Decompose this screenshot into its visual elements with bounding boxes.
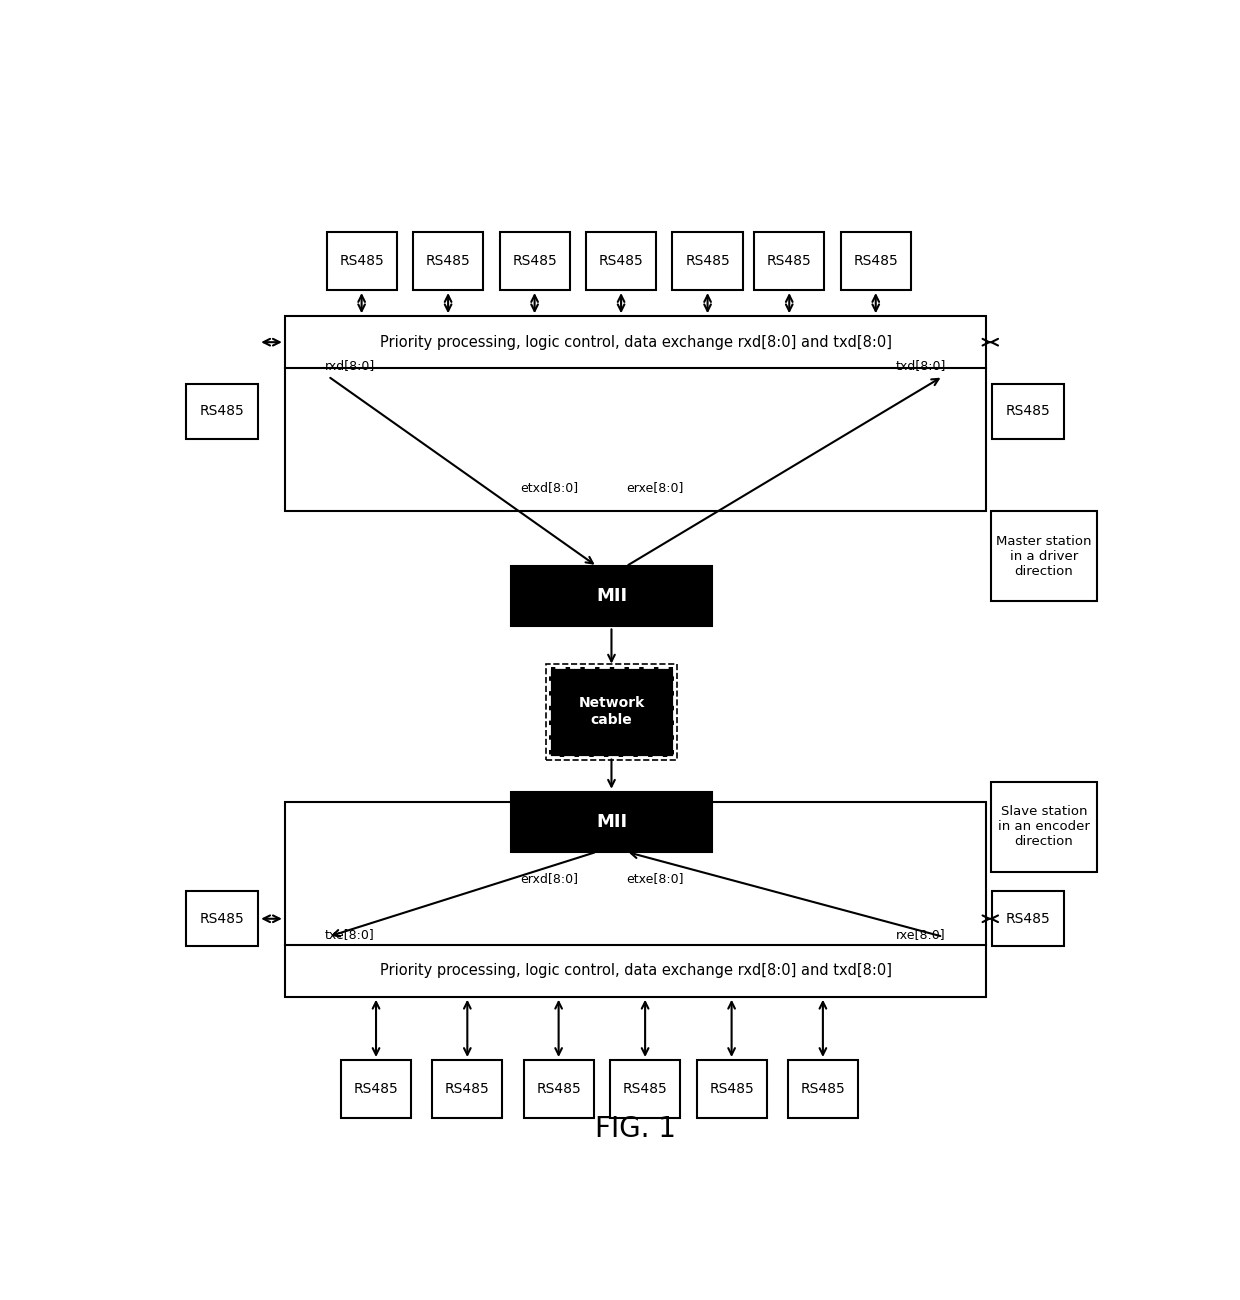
Text: RS485: RS485 [1006, 404, 1050, 419]
Text: RS485: RS485 [686, 254, 730, 268]
Bar [754, 233, 825, 290]
Text: RS485: RS485 [512, 254, 557, 268]
Bar [341, 1060, 412, 1118]
Text: RS485: RS485 [425, 254, 470, 268]
Bar [697, 1060, 766, 1118]
Text: RS485: RS485 [536, 1082, 582, 1096]
Text: RS485: RS485 [353, 1082, 398, 1096]
Text: RS485: RS485 [853, 254, 898, 268]
Bar [841, 233, 911, 290]
Bar [549, 667, 675, 757]
Bar [992, 384, 1064, 439]
Text: RS485: RS485 [599, 254, 644, 268]
Text: RS485: RS485 [445, 1082, 490, 1096]
Text: etxd[8:0]: etxd[8:0] [521, 481, 578, 494]
Bar [787, 1060, 858, 1118]
Text: FIG. 1: FIG. 1 [595, 1115, 676, 1143]
Text: txd[8:0]: txd[8:0] [895, 359, 946, 372]
Bar [186, 892, 258, 946]
Bar [992, 892, 1064, 946]
Bar [991, 781, 1096, 872]
Text: rxd[8:0]: rxd[8:0] [325, 359, 376, 372]
Text: RS485: RS485 [801, 1082, 846, 1096]
Text: RS485: RS485 [1006, 911, 1050, 926]
Bar [991, 511, 1096, 602]
Bar [186, 384, 258, 439]
Text: Master station
in a driver
direction: Master station in a driver direction [996, 534, 1091, 578]
Text: erxd[8:0]: erxd[8:0] [521, 872, 578, 885]
Text: RS485: RS485 [200, 404, 244, 419]
Text: txe[8:0]: txe[8:0] [325, 928, 374, 941]
Bar [587, 233, 656, 290]
Bar [433, 1060, 502, 1118]
Bar [549, 667, 675, 757]
Text: Slave station
in an encoder
direction: Slave station in an encoder direction [998, 805, 1090, 848]
Text: RS485: RS485 [200, 911, 244, 926]
Text: Priority processing, logic control, data exchange rxd[8:0] and txd[8:0]: Priority processing, logic control, data… [379, 963, 892, 979]
Bar [523, 1060, 594, 1118]
Bar [546, 663, 677, 759]
Bar [285, 316, 986, 511]
Bar [326, 233, 397, 290]
Text: rxe[8:0]: rxe[8:0] [897, 928, 946, 941]
Bar [500, 233, 569, 290]
Text: RS485: RS485 [340, 254, 384, 268]
Bar [610, 1060, 681, 1118]
Text: Priority processing, logic control, data exchange rxd[8:0] and txd[8:0]: Priority processing, logic control, data… [379, 334, 892, 350]
Text: Network
cable: Network cable [578, 697, 645, 727]
Text: etxe[8:0]: etxe[8:0] [626, 872, 683, 885]
Bar [285, 802, 986, 997]
Bar [511, 567, 712, 627]
Text: RS485: RS485 [766, 254, 812, 268]
Bar [413, 233, 484, 290]
Text: MII: MII [596, 588, 627, 606]
Text: RS485: RS485 [709, 1082, 754, 1096]
Bar [511, 792, 712, 852]
Text: MII: MII [596, 812, 627, 831]
Text: RS485: RS485 [622, 1082, 667, 1096]
Text: erxe[8:0]: erxe[8:0] [626, 481, 683, 494]
Bar [672, 233, 743, 290]
